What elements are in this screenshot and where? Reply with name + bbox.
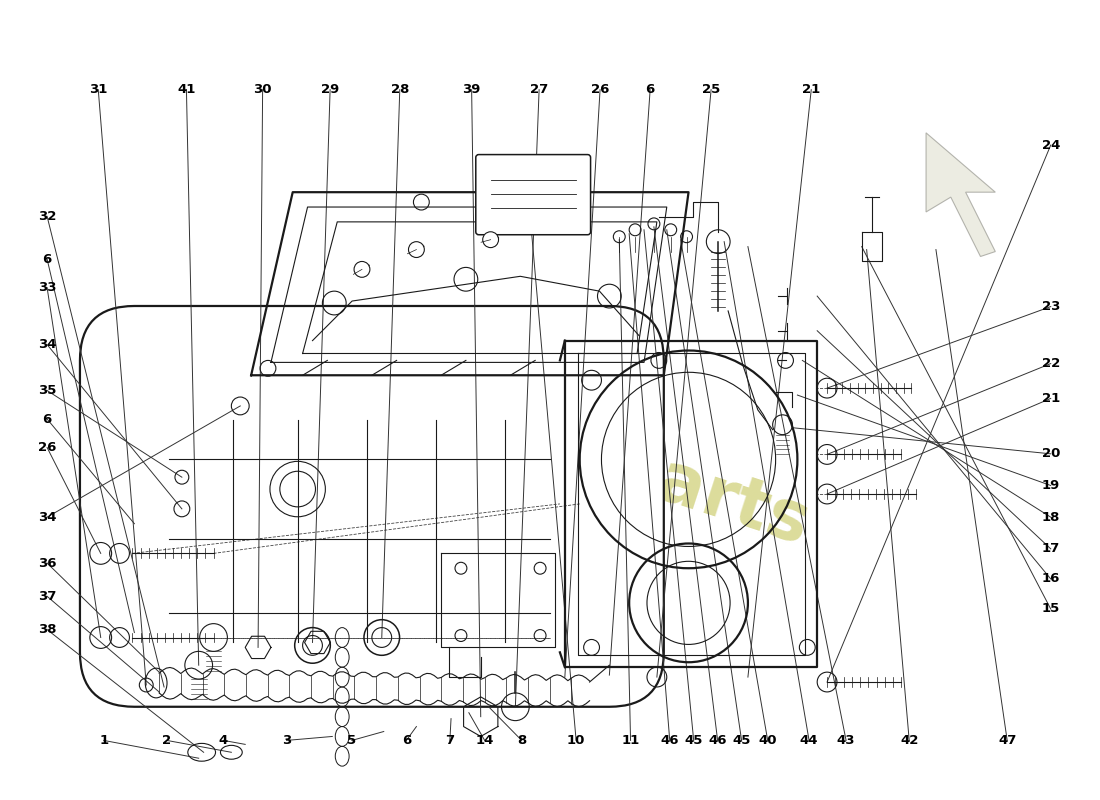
Text: 38: 38 [37, 623, 56, 636]
Text: 18: 18 [1042, 510, 1060, 524]
Text: 40: 40 [759, 734, 777, 747]
Text: 10: 10 [566, 734, 585, 747]
Text: a passion for
excellence since 1985: a passion for excellence since 1985 [328, 478, 535, 578]
Text: 22: 22 [1042, 357, 1060, 370]
Text: 32: 32 [37, 210, 56, 223]
Text: 44: 44 [800, 734, 818, 747]
Text: 26: 26 [37, 441, 56, 454]
Text: 29: 29 [321, 83, 339, 96]
Text: 41: 41 [177, 83, 196, 96]
Text: 42: 42 [900, 734, 918, 747]
Text: 30: 30 [253, 83, 272, 96]
FancyBboxPatch shape [80, 306, 663, 706]
Text: 1: 1 [99, 734, 108, 747]
Text: 4: 4 [219, 734, 228, 747]
Text: 8: 8 [517, 734, 526, 747]
Text: 11: 11 [621, 734, 640, 747]
Text: 17: 17 [1042, 542, 1060, 555]
Text: 5: 5 [348, 734, 356, 747]
Text: 35: 35 [37, 384, 56, 397]
Text: 14: 14 [475, 734, 494, 747]
Text: 20: 20 [1042, 447, 1060, 460]
Text: 46: 46 [660, 734, 679, 747]
Text: 21: 21 [1042, 392, 1060, 405]
Text: 16: 16 [1042, 573, 1060, 586]
Text: 15: 15 [1042, 602, 1060, 615]
Text: 27: 27 [530, 83, 548, 96]
Text: 6: 6 [646, 83, 654, 96]
Circle shape [483, 232, 498, 248]
Text: 33: 33 [37, 281, 56, 294]
Text: 23: 23 [1042, 300, 1060, 313]
Text: 6: 6 [43, 413, 52, 426]
Text: 45: 45 [684, 734, 703, 747]
Text: 39: 39 [462, 83, 481, 96]
Text: 6: 6 [43, 253, 52, 266]
Text: 43: 43 [837, 734, 856, 747]
Text: 3: 3 [282, 734, 292, 747]
Text: 24: 24 [1042, 138, 1060, 151]
Circle shape [408, 242, 425, 258]
Text: 34: 34 [37, 510, 56, 524]
FancyBboxPatch shape [476, 154, 591, 234]
Text: 46: 46 [708, 734, 727, 747]
Text: 47: 47 [998, 734, 1016, 747]
Text: 6: 6 [402, 734, 411, 747]
Text: euclassicparts: euclassicparts [263, 321, 817, 558]
Text: 34: 34 [37, 338, 56, 351]
Text: 25: 25 [702, 83, 721, 96]
Text: 28: 28 [390, 83, 409, 96]
Text: 26: 26 [591, 83, 609, 96]
Text: 37: 37 [37, 590, 56, 603]
Text: 2: 2 [163, 734, 172, 747]
Text: 31: 31 [89, 83, 108, 96]
Text: 19: 19 [1042, 479, 1060, 492]
Text: 7: 7 [446, 734, 454, 747]
Text: 21: 21 [802, 83, 821, 96]
Circle shape [354, 262, 370, 278]
Text: 36: 36 [37, 557, 56, 570]
Text: 45: 45 [733, 734, 751, 747]
Polygon shape [926, 133, 996, 257]
